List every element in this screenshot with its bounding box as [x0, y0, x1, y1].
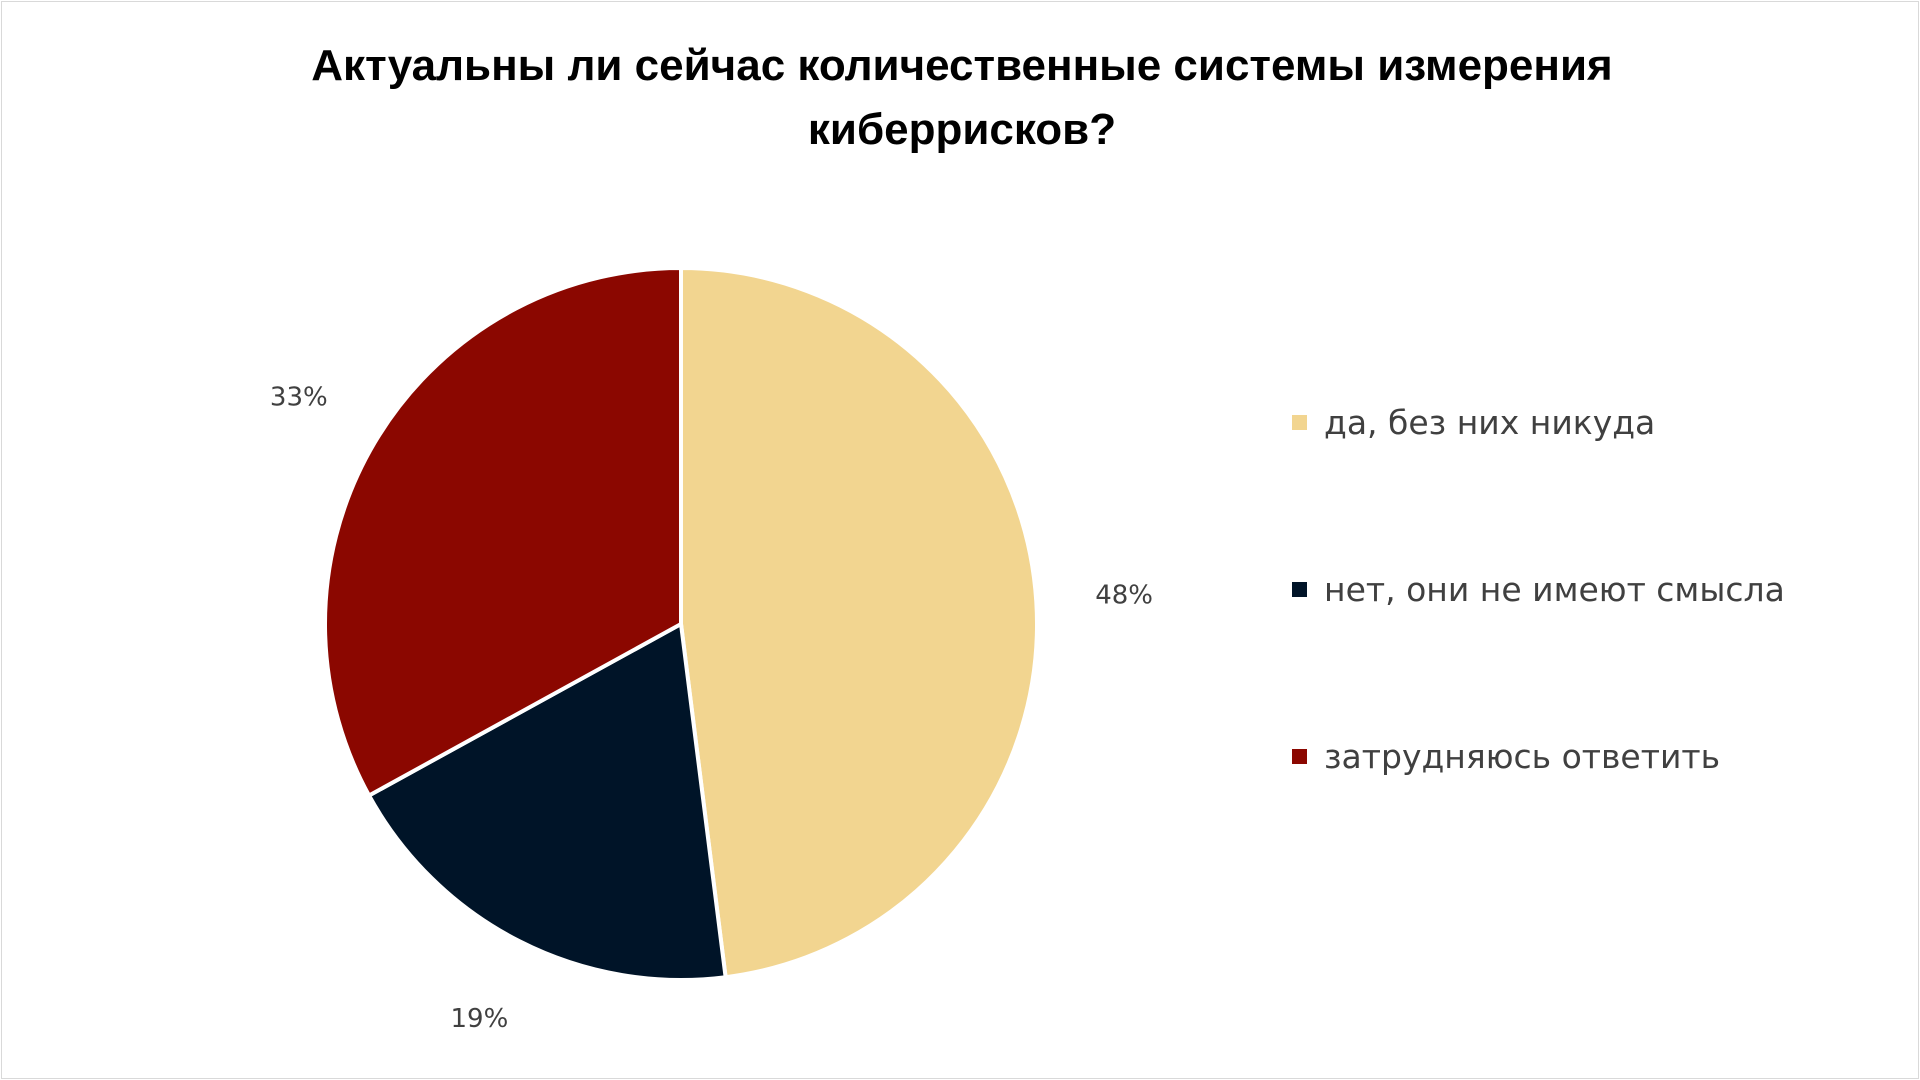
legend-swatch-unsure: [1292, 748, 1307, 764]
legend-label-no: нет, они не имеют смысла: [1324, 569, 1785, 609]
legend-item-yes: да, без них никуда: [1292, 397, 1785, 447]
legend-item-unsure: затрудняюсь ответить: [1292, 731, 1785, 781]
pie-slice-yes: [679, 265, 1039, 980]
data-label-no: 19%: [451, 1004, 509, 1034]
legend-item-no: нет, они не имеют смысла: [1292, 564, 1785, 614]
data-label-unsure: 33%: [270, 382, 328, 412]
legend-label-yes: да, без них никуда: [1324, 402, 1656, 442]
legend-swatch-yes: [1292, 414, 1307, 430]
chart-legend: да, без них никуда нет, они не имеют смы…: [1292, 397, 1785, 898]
chart-title: Актуальны ли сейчас количественные систе…: [311, 41, 1613, 154]
legend-swatch-no: [1292, 581, 1307, 597]
pie-slice-no: [366, 620, 728, 982]
data-label-yes: 48%: [1095, 581, 1153, 611]
legend-label-unsure: затрудняюсь ответить: [1324, 736, 1721, 776]
pie-slice-unsure: [323, 265, 683, 799]
